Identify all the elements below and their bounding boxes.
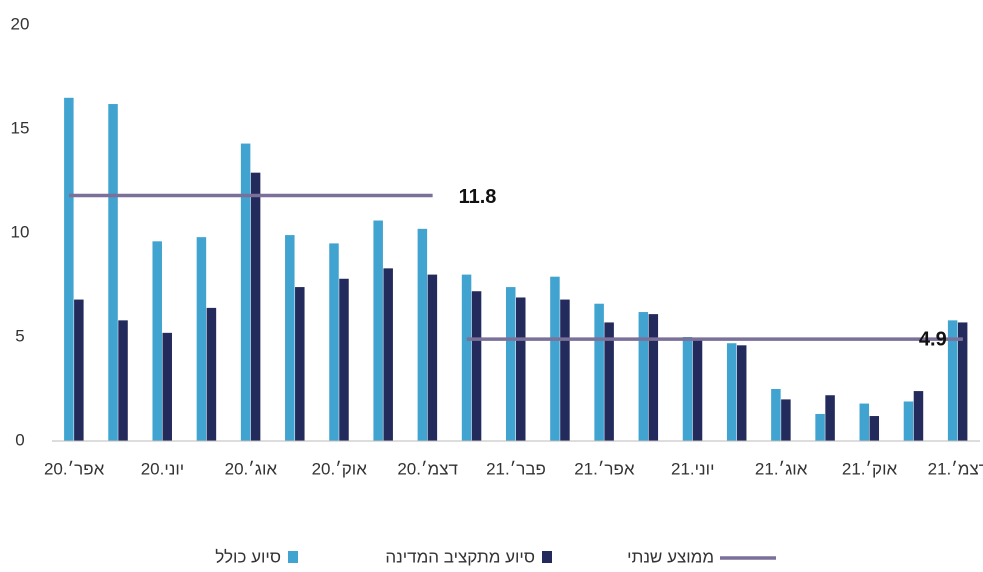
bar bbox=[506, 287, 516, 441]
bar bbox=[781, 399, 791, 441]
bar bbox=[240, 143, 251, 441]
bar bbox=[471, 291, 482, 441]
x-tick-label: אפר׳.20 bbox=[44, 459, 105, 478]
bar bbox=[206, 307, 217, 441]
bar bbox=[461, 274, 472, 441]
average-label: 11.8 bbox=[459, 186, 497, 208]
bar bbox=[339, 278, 349, 441]
bar bbox=[196, 237, 207, 441]
bar bbox=[594, 303, 604, 441]
bar bbox=[152, 241, 162, 441]
bar bbox=[638, 312, 649, 441]
bar bbox=[869, 416, 880, 441]
bar bbox=[825, 395, 835, 441]
bar bbox=[682, 337, 693, 441]
x-tick-label: יוני.21 bbox=[671, 459, 715, 478]
bar bbox=[815, 413, 825, 441]
x-tick-label: יוני.20 bbox=[141, 459, 185, 478]
bar bbox=[604, 322, 614, 441]
x-tick-label: אוק׳.21 bbox=[842, 459, 898, 478]
bar bbox=[648, 314, 659, 441]
bar bbox=[957, 322, 968, 441]
x-tick-label: אוג׳.20 bbox=[225, 459, 278, 478]
bar bbox=[162, 332, 172, 441]
bar bbox=[295, 287, 305, 441]
bar bbox=[108, 104, 118, 441]
x-tick-label: אפר׳.21 bbox=[574, 459, 635, 478]
bar bbox=[771, 389, 781, 441]
bar bbox=[903, 401, 914, 441]
x-tick-label: דצמ׳.21 bbox=[928, 459, 983, 478]
bar bbox=[726, 343, 737, 441]
y-tick-label: 20 bbox=[11, 14, 30, 33]
bar bbox=[74, 299, 84, 441]
bar bbox=[373, 220, 383, 441]
bar bbox=[285, 235, 295, 441]
legend-label: סיוע כולל bbox=[215, 547, 281, 566]
bar bbox=[516, 297, 526, 441]
legend-label: ממוצע שנתי bbox=[627, 547, 714, 566]
y-tick-label: 5 bbox=[15, 326, 24, 345]
bar bbox=[250, 172, 261, 441]
bar bbox=[550, 276, 560, 441]
bar bbox=[417, 228, 428, 441]
y-tick-label: 15 bbox=[11, 118, 30, 137]
bar bbox=[118, 320, 128, 441]
bar bbox=[692, 339, 703, 441]
x-tick-label: אוק׳.20 bbox=[312, 459, 368, 478]
bar bbox=[64, 97, 74, 442]
y-tick-label: 0 bbox=[15, 430, 24, 449]
bar bbox=[560, 299, 570, 441]
legend-swatch bbox=[542, 551, 552, 563]
x-tick-label: דצמ׳.20 bbox=[397, 459, 458, 478]
bar bbox=[383, 268, 393, 441]
bar bbox=[427, 274, 438, 441]
x-tick-label: פבר׳.21 bbox=[486, 459, 546, 478]
bar bbox=[736, 345, 747, 441]
average-label: 4.9 bbox=[919, 328, 947, 350]
y-tick-label: 10 bbox=[11, 222, 30, 241]
bar bbox=[859, 403, 870, 441]
bar bbox=[329, 243, 339, 441]
bar bbox=[947, 320, 958, 441]
x-tick-label: אוג׳.21 bbox=[755, 459, 808, 478]
bar bbox=[913, 391, 924, 441]
legend-label: סיוע מתקציב המדינה bbox=[385, 547, 535, 566]
legend-swatch bbox=[288, 551, 298, 563]
